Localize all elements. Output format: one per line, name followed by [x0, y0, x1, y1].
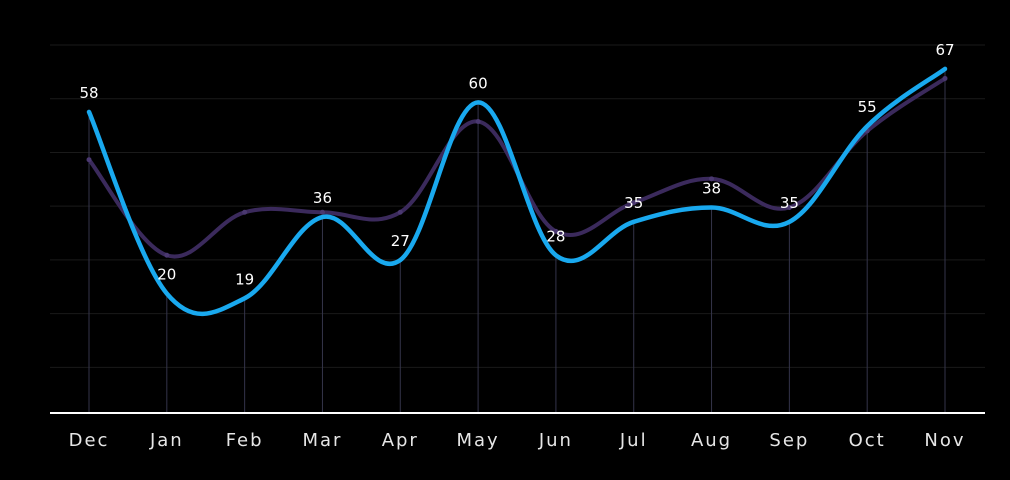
tick-label-feb: Feb [226, 430, 264, 451]
secondary-point-aug [709, 176, 715, 182]
data-label-may: 60 [469, 74, 488, 92]
x-axis-tick-labels: Dec Jan Feb Mar Apr May Jun Jul Aug Sep Oct Nov [69, 430, 965, 451]
data-label-jun: 28 [546, 227, 565, 245]
data-label-mar: 36 [313, 189, 332, 207]
data-label-aug: 38 [702, 179, 721, 197]
secondary-point-jul [631, 200, 637, 206]
data-label-jan: 20 [157, 266, 176, 284]
grid-lines [50, 44, 985, 368]
tick-label-jan: Jan [149, 430, 184, 451]
secondary-point-sep [786, 204, 792, 210]
secondary-point-jun [553, 228, 559, 234]
secondary-point-apr [397, 209, 403, 215]
tick-label-mar: Mar [302, 430, 342, 451]
data-label-oct: 55 [858, 98, 877, 116]
series-line-primary [86, 66, 948, 317]
tick-label-nov: Nov [924, 430, 965, 451]
secondary-point-nov [942, 75, 948, 81]
series-lines [86, 66, 948, 317]
vertical-drop-lines [88, 68, 946, 413]
secondary-point-may [475, 118, 481, 124]
data-labels: 58 20 19 36 27 60 28 35 38 35 55 67 [79, 41, 954, 288]
data-label-jul: 35 [624, 194, 643, 212]
tick-label-apr: Apr [382, 430, 419, 451]
tick-label-jun: Jun [538, 430, 573, 451]
secondary-point-jan [164, 252, 170, 258]
secondary-point-dec [86, 157, 92, 163]
tick-label-oct: Oct [849, 430, 886, 451]
tick-label-dec: Dec [69, 430, 110, 451]
data-label-sep: 35 [780, 194, 799, 212]
secondary-point-mar [319, 209, 325, 215]
data-label-dec: 58 [79, 84, 98, 102]
data-label-apr: 27 [391, 232, 410, 250]
data-label-feb: 19 [235, 270, 254, 288]
tick-label-jul: Jul [619, 430, 648, 451]
tick-label-may: May [456, 430, 499, 451]
tick-label-aug: Aug [691, 430, 732, 451]
data-label-nov: 67 [935, 41, 954, 59]
secondary-point-feb [242, 209, 248, 215]
tick-label-sep: Sep [769, 430, 809, 451]
